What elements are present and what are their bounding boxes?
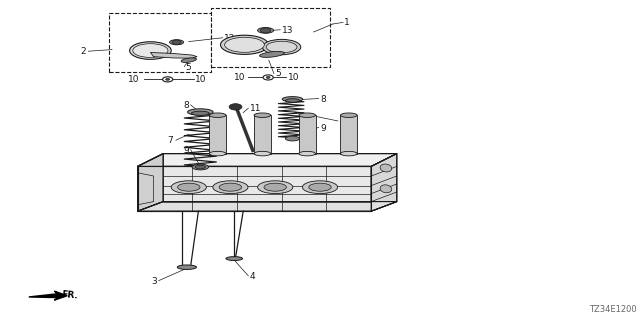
Polygon shape — [138, 154, 397, 166]
Ellipse shape — [212, 181, 248, 194]
Text: 10: 10 — [128, 75, 140, 84]
Ellipse shape — [257, 181, 293, 194]
Polygon shape — [138, 154, 163, 211]
Text: 10: 10 — [234, 73, 246, 82]
Circle shape — [172, 40, 181, 44]
Polygon shape — [29, 291, 67, 300]
Text: 3: 3 — [151, 277, 157, 286]
Ellipse shape — [380, 164, 392, 172]
Ellipse shape — [264, 183, 287, 191]
Ellipse shape — [302, 181, 338, 194]
Polygon shape — [371, 154, 397, 211]
Polygon shape — [138, 202, 397, 211]
Circle shape — [166, 78, 170, 80]
Circle shape — [163, 77, 173, 82]
Ellipse shape — [262, 39, 301, 55]
Text: 10: 10 — [288, 73, 300, 82]
Ellipse shape — [340, 151, 357, 156]
Ellipse shape — [209, 151, 226, 156]
Circle shape — [266, 76, 270, 78]
Text: 12: 12 — [224, 34, 236, 43]
Polygon shape — [209, 115, 226, 154]
Text: 13: 13 — [282, 26, 293, 35]
Ellipse shape — [226, 257, 243, 260]
Ellipse shape — [299, 151, 316, 156]
Ellipse shape — [188, 109, 213, 115]
Text: 8: 8 — [183, 101, 189, 110]
Text: 9: 9 — [183, 146, 189, 155]
Text: 10: 10 — [195, 75, 207, 84]
Ellipse shape — [172, 181, 206, 194]
Ellipse shape — [260, 52, 284, 57]
Ellipse shape — [257, 28, 274, 33]
Ellipse shape — [219, 183, 241, 191]
Polygon shape — [254, 115, 271, 154]
Text: 9: 9 — [320, 124, 326, 132]
Ellipse shape — [133, 44, 168, 58]
Ellipse shape — [225, 37, 264, 52]
Ellipse shape — [340, 113, 357, 117]
Ellipse shape — [254, 113, 271, 117]
Ellipse shape — [170, 40, 184, 45]
Ellipse shape — [195, 165, 205, 169]
Polygon shape — [138, 166, 371, 211]
Ellipse shape — [266, 41, 297, 53]
Text: 1: 1 — [344, 18, 350, 27]
Text: 8: 8 — [320, 95, 326, 104]
Circle shape — [229, 104, 242, 110]
FancyBboxPatch shape — [211, 8, 330, 67]
Text: 4: 4 — [250, 272, 255, 281]
Ellipse shape — [220, 35, 269, 54]
Ellipse shape — [254, 151, 271, 156]
Ellipse shape — [129, 42, 172, 60]
Ellipse shape — [177, 265, 196, 269]
Polygon shape — [299, 115, 316, 154]
Ellipse shape — [209, 113, 226, 117]
Text: 5: 5 — [186, 63, 191, 72]
Ellipse shape — [192, 164, 209, 170]
Ellipse shape — [282, 97, 303, 102]
Ellipse shape — [309, 183, 332, 191]
Polygon shape — [340, 115, 357, 154]
Circle shape — [263, 75, 273, 80]
Ellipse shape — [380, 185, 392, 193]
Ellipse shape — [181, 58, 196, 62]
Ellipse shape — [178, 183, 200, 191]
Circle shape — [260, 28, 271, 33]
Text: 6: 6 — [339, 117, 345, 126]
Text: 11: 11 — [250, 104, 261, 113]
Polygon shape — [150, 52, 197, 58]
FancyBboxPatch shape — [109, 13, 211, 72]
Text: 7: 7 — [167, 136, 173, 145]
Text: FR.: FR. — [61, 291, 78, 301]
Text: 2: 2 — [81, 47, 86, 56]
Text: TZ34E1200: TZ34E1200 — [589, 305, 637, 314]
Ellipse shape — [285, 99, 300, 102]
Ellipse shape — [299, 113, 316, 117]
Ellipse shape — [285, 136, 300, 141]
Text: 5: 5 — [275, 69, 281, 78]
Ellipse shape — [191, 111, 209, 116]
